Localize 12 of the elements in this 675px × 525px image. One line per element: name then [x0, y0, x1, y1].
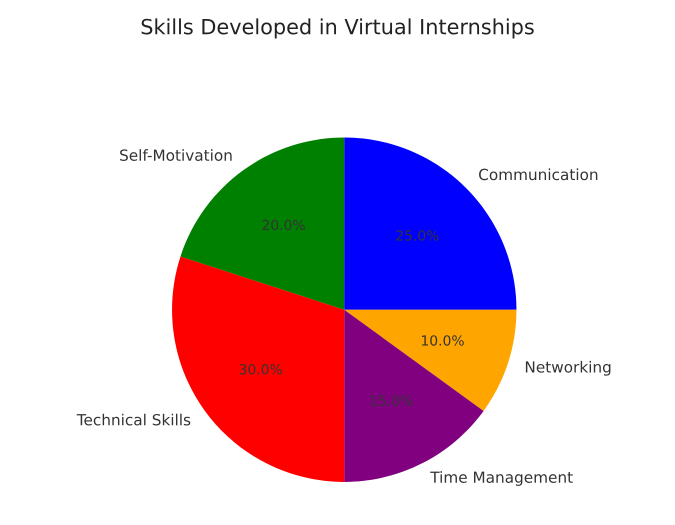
data-label: 20.0% — [262, 220, 305, 230]
data-label: 10.0% — [422, 335, 464, 346]
data-label: 30.0% — [240, 364, 282, 375]
slice-label: Technical Skills — [76, 414, 190, 426]
data-label: 15.0% — [370, 395, 412, 406]
slice-label: Self-Motivation — [120, 149, 232, 161]
slice-label: Communication — [479, 168, 598, 180]
pie-slice — [344, 310, 516, 411]
slice-label: Time Management — [430, 471, 573, 486]
slice-label: Networking — [526, 360, 610, 376]
chart-title: Skills Developed in Virtual Internships — [142, 18, 534, 39]
data-label: 25.0% — [396, 230, 439, 241]
